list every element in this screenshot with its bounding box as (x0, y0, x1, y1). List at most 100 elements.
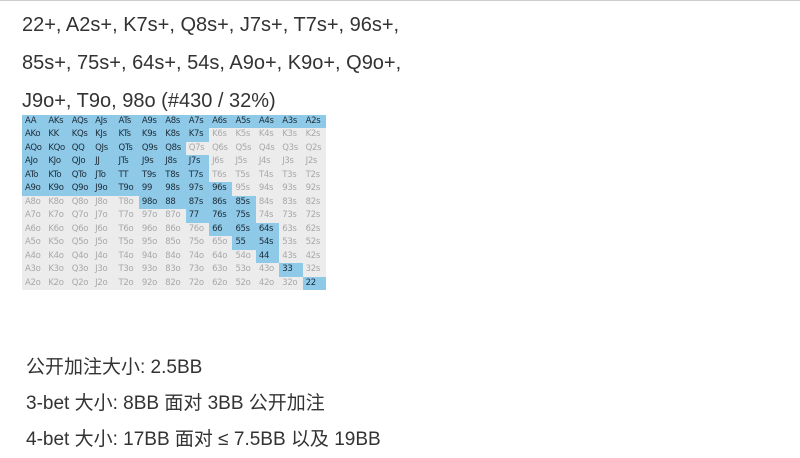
hand-cell-A9o: A9o (22, 182, 46, 196)
hand-cell-Q5o: Q5o (71, 237, 89, 248)
hand-cell-98s: 98s (162, 182, 186, 196)
hand-cell-K2o: K2o (48, 277, 64, 288)
hand-cell-54o: 54o (235, 250, 251, 261)
hand-cell-K5o: K5o (48, 237, 64, 248)
hand-cell-Q4s: Q4s (258, 142, 275, 153)
hand-cell-A3s: A3s (279, 115, 303, 129)
hand-cell-62o: 62o (212, 277, 228, 288)
hand-cell-KJo: KJo (45, 155, 69, 169)
hand-cell-A2s: A2s (302, 115, 326, 129)
hand-cell-AJo: AJo (22, 155, 46, 169)
range-line: J9o+, T9o, 98o (#430 / 32%) (22, 90, 276, 112)
hand-cell-T4s: T4s (258, 169, 273, 180)
hand-cell-55: 55 (232, 236, 256, 250)
hand-cell-Q8s: Q8s (162, 141, 186, 156)
hand-cell-K2s: K2s (305, 129, 321, 140)
hand-cell-KTo: KTo (45, 168, 69, 183)
hand-cell-Q5s: Q5s (235, 142, 252, 153)
hand-cell-52s: 52s (305, 237, 321, 248)
hand-cell-54s: 54s (255, 236, 280, 250)
hand-cell-J4o: J4o (95, 250, 108, 261)
hand-cell-J6s: J6s (212, 156, 224, 167)
hand-cell-Q6o: Q6o (71, 223, 89, 234)
hand-cell-K8s: K8s (162, 128, 186, 142)
hand-cell-JJ: JJ (92, 155, 116, 169)
hand-cell-T6s: T6s (212, 169, 227, 180)
hand-cell-63o: 63o (212, 264, 228, 275)
hand-cell-T9o: T9o (115, 182, 139, 196)
hand-cell-AKs: AKs (45, 115, 69, 129)
hand-cell-32s: 32s (305, 264, 321, 275)
hand-cell-A4o: A4o (25, 250, 41, 261)
hand-cell-K9s: K9s (138, 128, 163, 142)
hand-cell-87o: 87o (165, 210, 181, 221)
hand-cell-85o: 85o (165, 237, 181, 248)
hand-cell-TT: TT (115, 168, 139, 183)
hand-cell-J3o: J3o (95, 264, 108, 275)
range-line: 22+, A2s+, K7s+, Q8s+, J7s+, T7s+, 96s+, (22, 14, 400, 36)
hand-cell-97o: 97o (141, 210, 158, 221)
hand-cell-J9s: J9s (138, 155, 163, 169)
hand-cell-72o: 72o (188, 277, 204, 288)
hand-cell-J9o: J9o (92, 182, 116, 196)
hand-cell-Q8o: Q8o (71, 196, 89, 207)
hand-cell-J7s: J7s (185, 155, 210, 169)
hand-cell-92o: 92o (141, 277, 158, 288)
hand-cell-KTs: KTs (115, 128, 139, 142)
hand-cell-96o: 96o (141, 223, 158, 234)
hand-cell-T9s: T9s (138, 168, 163, 183)
hand-cell-A6s: A6s (209, 115, 233, 129)
hand-cell-A2o: A2o (25, 277, 41, 288)
hand-cell-J5o: J5o (95, 237, 108, 248)
hand-cell-95o: 95o (141, 237, 158, 248)
hand-cell-T5o: T5o (118, 237, 134, 248)
hand-cell-JTs: JTs (115, 155, 139, 169)
hand-cell-T6o: T6o (118, 223, 134, 234)
hand-cell-75s: 75s (232, 209, 256, 223)
hand-cell-A5o: A5o (25, 237, 41, 248)
hand-cell-T3s: T3s (282, 169, 297, 180)
hand-cell-Q7o: Q7o (71, 210, 89, 221)
hand-cell-73o: 73o (188, 264, 204, 275)
hand-cell-QJo: QJo (68, 155, 93, 169)
hand-cell-K4s: K4s (258, 129, 274, 140)
hand-cell-75o: 75o (188, 237, 204, 248)
hand-cell-96s: 96s (209, 182, 233, 196)
hand-cell-J6o: J6o (95, 223, 108, 234)
hand-cell-A5s: A5s (232, 115, 256, 129)
hand-cell-A8s: A8s (162, 115, 186, 129)
hand-cell-83s: 83s (282, 196, 297, 207)
hand-cell-84o: 84o (165, 250, 181, 261)
hand-cell-43o: 43o (258, 264, 274, 275)
hand-cell-86o: 86o (165, 223, 181, 234)
hand-cell-77: 77 (185, 209, 210, 223)
hand-cell-97s: 97s (185, 182, 210, 196)
hand-cell-T7o: T7o (118, 210, 134, 221)
hand-cell-T2o: T2o (118, 277, 134, 288)
hand-cell-83o: 83o (165, 264, 181, 275)
hand-cell-K9o: K9o (45, 182, 69, 196)
hand-cell-43s: 43s (282, 250, 297, 261)
hand-cell-94o: 94o (141, 250, 158, 261)
hand-cell-52o: 52o (235, 277, 251, 288)
hand-cell-32o: 32o (282, 277, 298, 288)
hand-cell-KQs: KQs (68, 128, 93, 142)
hand-cell-66: 66 (209, 222, 233, 237)
hand-cell-99: 99 (138, 182, 163, 196)
bet-sizes: 公开加注大小: 2.5BB 3-bet 大小: 8BB 面对 3BB 公开加注 … (26, 350, 381, 458)
hand-cell-A4s: A4s (255, 115, 280, 129)
hand-cell-QJs: QJs (92, 141, 116, 156)
open-raise-size: 公开加注大小: 2.5BB (26, 357, 203, 378)
hand-cell-22: 22 (302, 276, 326, 290)
hand-cell-44: 44 (255, 249, 280, 264)
hand-cell-J2s: J2s (305, 156, 318, 167)
hand-cell-53s: 53s (282, 237, 297, 248)
hand-cell-Q7s: Q7s (188, 142, 205, 153)
hand-cell-82o: 82o (165, 277, 181, 288)
hand-cell-33: 33 (279, 263, 303, 277)
hand-cell-62s: 62s (305, 223, 321, 234)
hand-cell-Q3o: Q3o (71, 264, 89, 275)
hand-cell-Q6s: Q6s (212, 142, 228, 153)
hand-cell-93o: 93o (141, 264, 158, 275)
hand-cell-82s: 82s (305, 196, 321, 207)
